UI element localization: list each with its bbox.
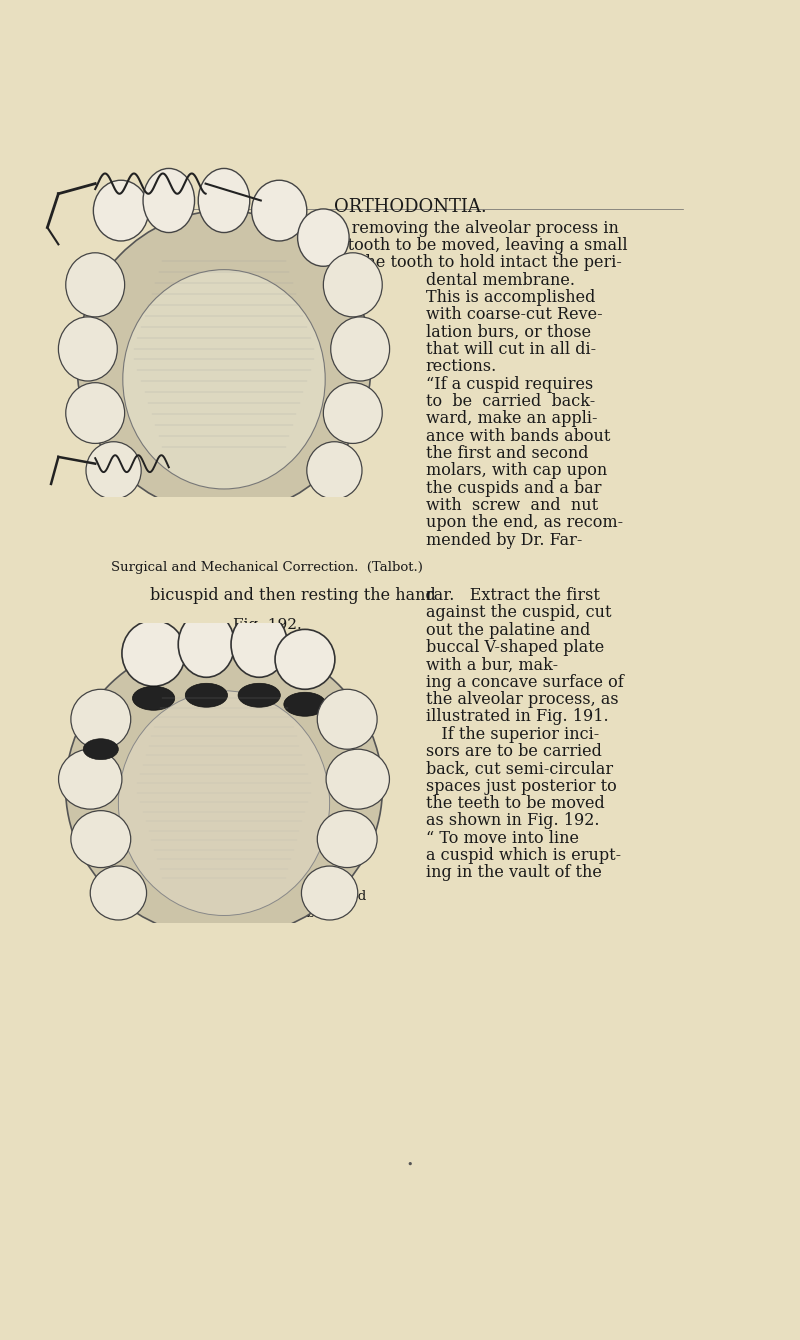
Text: ing a concave surface of: ing a concave surface of bbox=[426, 674, 623, 691]
Text: rections.: rections. bbox=[426, 358, 497, 375]
Text: Fig. 192.: Fig. 192. bbox=[233, 618, 302, 632]
Text: “If a cuspid requires: “If a cuspid requires bbox=[426, 375, 593, 393]
Ellipse shape bbox=[71, 689, 130, 749]
Text: the alveolar process, as: the alveolar process, as bbox=[426, 691, 618, 708]
Ellipse shape bbox=[58, 749, 122, 809]
Ellipse shape bbox=[318, 811, 377, 867]
Text: ing in the vault of the: ing in the vault of the bbox=[426, 864, 602, 882]
Ellipse shape bbox=[252, 181, 307, 241]
Text: ance with bands about: ance with bands about bbox=[426, 427, 610, 445]
Ellipse shape bbox=[323, 383, 382, 444]
Text: to  be  carried  back-: to be carried back- bbox=[426, 393, 594, 410]
Ellipse shape bbox=[238, 683, 280, 708]
Text: the teeth to be moved: the teeth to be moved bbox=[426, 795, 604, 812]
Text: bicuspid and then resting the hand: bicuspid and then resting the hand bbox=[150, 587, 435, 604]
Text: amount about the root of the tooth to hold intact the peri-: amount about the root of the tooth to ho… bbox=[150, 255, 622, 271]
Ellipse shape bbox=[86, 442, 142, 498]
Text: Resection Previous to Inward: Resection Previous to Inward bbox=[169, 890, 366, 903]
Ellipse shape bbox=[298, 209, 349, 267]
Ellipse shape bbox=[284, 693, 326, 717]
Ellipse shape bbox=[66, 638, 382, 938]
Ellipse shape bbox=[186, 683, 227, 708]
Text: the line of travel of  the tooth to be moved, leaving a small: the line of travel of the tooth to be mo… bbox=[150, 237, 627, 255]
Ellipse shape bbox=[231, 611, 287, 677]
Text: If the superior inci-: If the superior inci- bbox=[426, 726, 598, 742]
Ellipse shape bbox=[66, 253, 125, 316]
Ellipse shape bbox=[94, 181, 149, 241]
Text: against the cuspid, cut: against the cuspid, cut bbox=[426, 604, 611, 622]
Text: that will cut in all di-: that will cut in all di- bbox=[426, 340, 596, 358]
Text: lation burs, or those: lation burs, or those bbox=[426, 324, 590, 340]
Text: with  screw  and  nut: with screw and nut bbox=[426, 497, 598, 515]
Text: •: • bbox=[406, 1160, 414, 1170]
Ellipse shape bbox=[307, 442, 362, 498]
Text: spaces just posterior to: spaces just posterior to bbox=[426, 777, 616, 795]
Text: the first and second: the first and second bbox=[426, 445, 588, 462]
Text: upon the end, as recom-: upon the end, as recom- bbox=[426, 515, 622, 531]
Ellipse shape bbox=[118, 691, 330, 915]
Ellipse shape bbox=[122, 620, 186, 686]
Text: Movement.  (Talbot.): Movement. (Talbot.) bbox=[198, 907, 337, 919]
Text: dental membrane.: dental membrane. bbox=[426, 272, 574, 288]
Ellipse shape bbox=[66, 383, 125, 444]
Ellipse shape bbox=[302, 866, 358, 921]
Ellipse shape bbox=[77, 210, 371, 515]
Ellipse shape bbox=[275, 630, 335, 689]
Text: sors are to be carried: sors are to be carried bbox=[426, 744, 602, 760]
Text: 224: 224 bbox=[156, 198, 190, 216]
Text: “ To move into line: “ To move into line bbox=[426, 829, 578, 847]
Text: out the palatine and: out the palatine and bbox=[426, 622, 590, 639]
Ellipse shape bbox=[143, 169, 194, 233]
Text: Surgical and Mechanical Correction.  (Talbot.): Surgical and Mechanical Correction. (Tal… bbox=[111, 561, 423, 575]
Text: “ My method consists in removing the alveolar process in: “ My method consists in removing the alv… bbox=[150, 220, 618, 237]
Ellipse shape bbox=[198, 169, 250, 233]
Text: This is accomplished: This is accomplished bbox=[426, 289, 595, 306]
Ellipse shape bbox=[83, 738, 118, 760]
Text: illustrated in Fig. 191.: illustrated in Fig. 191. bbox=[426, 709, 608, 725]
Ellipse shape bbox=[123, 269, 326, 489]
Ellipse shape bbox=[326, 749, 390, 809]
Ellipse shape bbox=[90, 866, 146, 921]
Text: ORTHODONTIA.: ORTHODONTIA. bbox=[334, 198, 486, 216]
Ellipse shape bbox=[323, 253, 382, 316]
Text: ward, make an appli-: ward, make an appli- bbox=[426, 410, 597, 427]
Text: with a bur, mak-: with a bur, mak- bbox=[426, 657, 558, 674]
Text: the cuspids and a bar: the cuspids and a bar bbox=[426, 480, 601, 497]
Ellipse shape bbox=[71, 811, 130, 867]
Text: mended by Dr. Far-: mended by Dr. Far- bbox=[426, 532, 582, 548]
Text: rar.   Extract the first: rar. Extract the first bbox=[426, 587, 599, 604]
Ellipse shape bbox=[330, 316, 390, 381]
Text: molars, with cap upon: molars, with cap upon bbox=[426, 462, 606, 480]
Ellipse shape bbox=[318, 689, 377, 749]
Ellipse shape bbox=[133, 686, 174, 710]
Text: as shown in Fig. 192.: as shown in Fig. 192. bbox=[426, 812, 599, 829]
Text: with coarse-cut Reve-: with coarse-cut Reve- bbox=[426, 307, 602, 323]
Text: buccal V-shaped plate: buccal V-shaped plate bbox=[426, 639, 604, 657]
Ellipse shape bbox=[178, 611, 234, 677]
Text: a cuspid which is erupt-: a cuspid which is erupt- bbox=[426, 847, 621, 864]
Ellipse shape bbox=[58, 316, 118, 381]
Text: Fig. 191.: Fig. 191. bbox=[233, 259, 302, 272]
Text: back, cut semi-circular: back, cut semi-circular bbox=[426, 761, 613, 777]
